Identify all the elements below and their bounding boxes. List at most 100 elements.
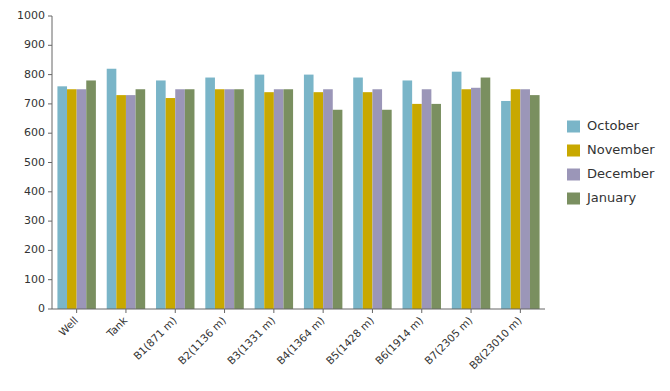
x-tick — [175, 309, 176, 313]
y-tick — [48, 103, 52, 104]
bar — [304, 75, 314, 309]
x-axis: Well TankB1(871 m)B2(1136 m)B3(1331 m)B4(… — [52, 309, 545, 371]
x-tick-label: B2(1136 m) — [175, 314, 228, 367]
x-tick-label: B8(23010 m) — [467, 314, 524, 371]
y-tick-label: 300 — [24, 214, 45, 227]
bar-series — [77, 88, 530, 309]
y-axis: 0 100 200 300 400 500 600 700 800 900 1000 — [17, 9, 52, 315]
bar — [363, 92, 373, 309]
y-axis-line — [52, 16, 53, 309]
x-tick-label: B4(1364 m) — [274, 314, 327, 367]
bar — [481, 78, 491, 309]
bar — [372, 89, 382, 309]
legend: October November December January — [567, 118, 655, 205]
bar — [461, 89, 471, 309]
x-tick — [471, 309, 472, 313]
chart-svg: 0 100 200 300 400 500 600 700 800 900 1000 Well Tank… — [0, 0, 670, 391]
y-tick-label: 900 — [24, 38, 45, 51]
bar-series — [67, 89, 520, 309]
y-tick — [48, 309, 52, 310]
y-tick — [48, 45, 52, 46]
bar — [166, 98, 176, 309]
bar — [234, 89, 244, 309]
x-tick-label: Tank — [103, 313, 130, 340]
bar — [422, 89, 432, 309]
bars — [57, 69, 539, 309]
y-tick — [48, 191, 52, 192]
y-tick-label: 100 — [24, 273, 45, 286]
x-tick-label: B6(1914 m) — [373, 314, 426, 367]
bar — [323, 89, 333, 309]
y-tick-label: 0 — [38, 302, 45, 315]
bar — [255, 75, 265, 309]
bar — [431, 104, 441, 309]
bar — [274, 89, 284, 309]
legend-label: December — [587, 166, 655, 181]
x-tick-label: B5(1428 m) — [323, 314, 376, 367]
bar — [136, 89, 146, 309]
y-tick — [48, 133, 52, 134]
bar — [205, 78, 215, 309]
y-tick-label: 500 — [24, 156, 45, 169]
legend-label: November — [587, 142, 655, 157]
x-tick — [421, 309, 422, 313]
x-tick — [76, 309, 77, 313]
bar — [353, 78, 363, 309]
y-tick — [48, 250, 52, 251]
bar — [175, 89, 185, 309]
bar-series — [86, 78, 539, 309]
y-tick-label: 200 — [24, 243, 45, 256]
bar — [215, 89, 225, 309]
bar — [333, 110, 343, 309]
bar — [116, 95, 126, 309]
x-tick-label: B7(2305 m) — [422, 314, 475, 367]
bar — [225, 89, 235, 309]
chart-container: 0 100 200 300 400 500 600 700 800 900 1000 Well Tank… — [0, 0, 670, 391]
x-tick — [125, 309, 126, 313]
x-tick — [372, 309, 373, 313]
bar — [412, 104, 422, 309]
legend-swatch — [567, 193, 580, 205]
bar — [185, 89, 195, 309]
bar — [57, 86, 67, 309]
bar — [156, 80, 166, 309]
bar — [403, 80, 413, 309]
x-tick — [273, 309, 274, 313]
bar — [126, 95, 136, 309]
y-tick-label: 1000 — [17, 9, 45, 22]
bar — [501, 101, 511, 309]
bar — [107, 69, 117, 309]
bar-series — [57, 69, 510, 309]
bar — [471, 88, 481, 309]
bar — [314, 92, 324, 309]
bar — [452, 72, 462, 309]
legend-swatch — [567, 145, 580, 157]
bar — [511, 89, 521, 309]
y-tick — [48, 74, 52, 75]
legend-label: October — [587, 118, 640, 133]
y-tick-label: 600 — [24, 126, 45, 139]
x-tick — [520, 309, 521, 313]
legend-swatch — [567, 121, 580, 133]
bar — [86, 80, 96, 309]
bar — [520, 89, 530, 309]
x-tick — [323, 309, 324, 313]
bar — [530, 95, 540, 309]
y-tick — [48, 162, 52, 163]
x-tick-label: B1(871 m) — [131, 314, 179, 362]
x-tick-label: B3(1331 m) — [225, 314, 278, 367]
y-tick — [48, 221, 52, 222]
bar — [77, 89, 87, 309]
y-tick-label: 700 — [24, 97, 45, 110]
x-tick — [224, 309, 225, 313]
y-tick — [48, 16, 52, 17]
legend-swatch — [567, 169, 580, 181]
bar — [382, 110, 392, 309]
x-tick-label: Well — [56, 314, 80, 338]
y-tick — [48, 279, 52, 280]
bar — [283, 89, 293, 309]
bar — [67, 89, 77, 309]
y-tick-label: 400 — [24, 185, 45, 198]
legend-label: January — [586, 190, 637, 205]
y-tick-label: 800 — [24, 68, 45, 81]
